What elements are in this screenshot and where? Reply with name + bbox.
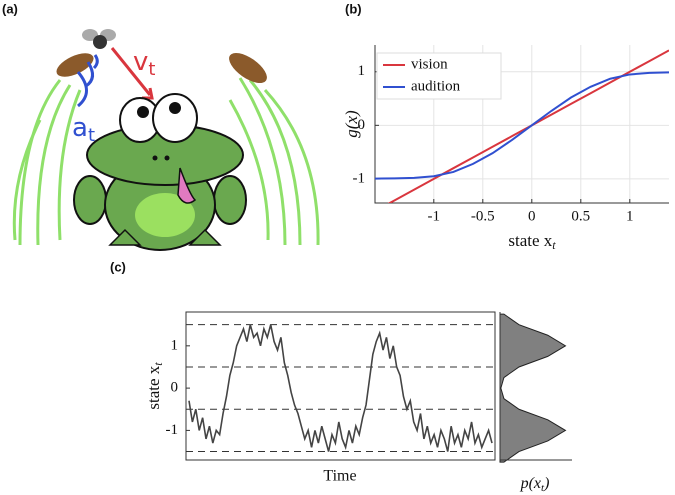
x-tick-label: 0 bbox=[528, 208, 536, 224]
y-tick-label: 0 bbox=[358, 117, 366, 133]
density-area bbox=[499, 313, 567, 463]
x-label-text: state x bbox=[508, 231, 552, 250]
y-tick-label: -1 bbox=[166, 422, 179, 438]
line bbox=[375, 71, 669, 180]
plot-area bbox=[188, 324, 493, 452]
y-axis-label: g(x) bbox=[342, 110, 361, 138]
x-axis-label: Time bbox=[323, 468, 356, 485]
panel-label: (a) bbox=[2, 1, 18, 16]
p-sub: t bbox=[541, 482, 545, 494]
frog-illustration bbox=[12, 29, 320, 251]
y-label-text: state x bbox=[144, 365, 163, 409]
v: v bbox=[133, 47, 148, 77]
y-tick-label: 0 bbox=[171, 380, 179, 396]
x-label-sub: t bbox=[552, 238, 556, 252]
axis bbox=[499, 312, 572, 461]
v-label: vt bbox=[133, 47, 155, 81]
legend-label: audition bbox=[411, 78, 461, 94]
panel-label: (c) bbox=[110, 259, 126, 274]
p-end: ) bbox=[543, 475, 549, 492]
axis bbox=[374, 45, 669, 204]
x-tick-label: -0.5 bbox=[471, 208, 495, 224]
p-label: p(x bbox=[520, 475, 541, 492]
line bbox=[188, 324, 493, 452]
plot-area bbox=[375, 49, 669, 203]
y-tick-label: 1 bbox=[358, 63, 366, 79]
x-axis-label: state xt bbox=[508, 231, 556, 252]
x-tick-label: 0.5 bbox=[571, 208, 590, 224]
x-axis-label: p(xt) bbox=[520, 475, 550, 494]
a: a bbox=[72, 113, 88, 143]
v-sub: t bbox=[148, 59, 155, 80]
a-sub: t bbox=[88, 125, 95, 146]
y-label-sub: t bbox=[151, 362, 165, 366]
legend-box bbox=[376, 52, 502, 100]
y-tick-label: 1 bbox=[171, 337, 179, 353]
x-tick-label: 1 bbox=[626, 208, 634, 224]
a-label: at bbox=[72, 113, 95, 147]
legend-label: vision bbox=[411, 56, 448, 72]
y-axis-label: state xt bbox=[144, 362, 165, 410]
x-tick-label: -1 bbox=[428, 208, 441, 224]
y-tick-label: -1 bbox=[353, 170, 366, 186]
panel-label: (b) bbox=[345, 1, 362, 16]
axis-box bbox=[185, 311, 496, 461]
